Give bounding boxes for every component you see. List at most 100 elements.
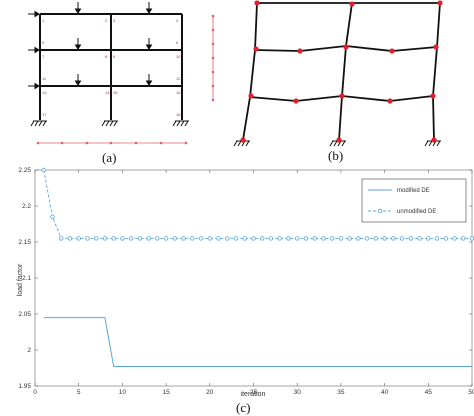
- hinge-number: 14: [105, 90, 110, 95]
- plastic-hinge: [431, 137, 437, 143]
- data-point-unmodified-de: [198, 236, 204, 241]
- plastic-hinge: [430, 93, 436, 99]
- x-tick-label: 40: [381, 389, 389, 396]
- plastic-hinge: [387, 98, 393, 104]
- panel-a-hinge-numbers: 1 2 3 4 5 6 7 8 9 10 11 12 13 14 15 16 1…: [42, 18, 181, 117]
- data-point-unmodified-de: [225, 236, 230, 241]
- x-tick-label: 35: [337, 389, 345, 396]
- caption-a: (a): [102, 150, 116, 165]
- data-point-unmodified-de: [329, 236, 335, 241]
- data-point-unmodified-de: [146, 236, 151, 241]
- data-point-unmodified-de: [461, 236, 466, 241]
- hinge-number: 3: [113, 18, 116, 23]
- y-axis-label: load factor: [17, 263, 24, 296]
- data-point-unmodified-de: [67, 236, 73, 241]
- y-tick-label: 2.15: [18, 239, 31, 246]
- panel-a-lateral-loads: [28, 10, 40, 90]
- data-point-unmodified-de: [303, 236, 309, 241]
- data-point-unmodified-de: [59, 236, 64, 241]
- hinge-number: 10: [176, 54, 181, 59]
- x-tick-label: 0: [33, 389, 37, 396]
- plastic-hinge: [248, 93, 254, 99]
- chart-c: 1.95 2 2.05 2.1 2.15 2.2 2.25 0 5 10 15 20 25 30 35 40…: [17, 167, 474, 398]
- x-tick-label: 5: [77, 389, 81, 396]
- panel-a-red-dimension-lines: [36, 14, 215, 145]
- hinge-number: 7: [42, 54, 45, 59]
- data-point-unmodified-de: [277, 236, 282, 241]
- data-point-unmodified-de: [469, 236, 474, 241]
- data-point-unmodified-de: [443, 236, 448, 241]
- data-point-unmodified-de: [76, 236, 81, 241]
- hinge-number: 2: [105, 18, 108, 23]
- plastic-hinge: [254, 0, 260, 6]
- hinge-number: 8: [105, 54, 108, 59]
- x-tick-labels: 0 5 10 15 20 25 30 35 40 45 50: [33, 389, 474, 396]
- data-point-unmodified-de: [111, 236, 116, 241]
- data-point-unmodified-de: [426, 236, 431, 241]
- hinge-number: 18: [176, 112, 181, 117]
- data-point-unmodified-de: [408, 236, 414, 241]
- plastic-hinge: [339, 93, 345, 99]
- data-point-unmodified-de: [155, 236, 160, 241]
- x-tick-label: 30: [294, 389, 302, 396]
- data-point-unmodified-de: [312, 236, 317, 241]
- hinge-number: 12: [176, 76, 181, 81]
- series-layer: [41, 167, 474, 368]
- hinge-number: 1: [42, 18, 45, 23]
- plastic-hinge: [343, 44, 349, 50]
- hinge-number: 13: [42, 90, 47, 95]
- data-point-unmodified-de: [181, 236, 186, 241]
- data-point-unmodified-de: [347, 236, 352, 241]
- data-point-unmodified-de: [233, 236, 239, 241]
- y-tick-labels: 1.95 2 2.05 2.1 2.15 2.2 2.25: [18, 167, 31, 390]
- x-tick-label: 20: [206, 389, 214, 396]
- data-point-unmodified-de: [216, 236, 221, 241]
- y-tick-label: 2.1: [22, 275, 31, 282]
- panel-b-frame: [242, 2, 441, 141]
- data-point-unmodified-de: [172, 236, 178, 241]
- hinge-number: 15: [113, 90, 118, 95]
- panel-b-plastic-hinges: [240, 0, 443, 143]
- data-point-unmodified-de: [50, 214, 55, 219]
- plastic-hinge: [389, 48, 395, 54]
- legend-label-modified: modified DE: [397, 188, 430, 194]
- y-tick-label: 2.25: [18, 167, 31, 174]
- legend: modified DE unmodified DE: [361, 178, 467, 223]
- data-point-unmodified-de: [382, 236, 387, 241]
- y-tick-label: 2.2: [22, 203, 31, 210]
- data-point-unmodified-de: [251, 236, 256, 241]
- plastic-hinge: [433, 44, 439, 50]
- hinge-number: 4: [176, 18, 179, 23]
- data-point-unmodified-de: [399, 236, 405, 241]
- hinge-number: 9: [113, 54, 116, 59]
- data-point-unmodified-de: [242, 236, 247, 241]
- hinge-number: 17: [42, 112, 47, 117]
- legend-marker-unmodified: [377, 208, 383, 214]
- data-point-unmodified-de: [373, 236, 379, 241]
- data-point-unmodified-de: [102, 236, 108, 241]
- data-point-unmodified-de: [268, 236, 274, 241]
- plastic-hinge: [297, 48, 303, 54]
- hinge-number: 6: [176, 40, 179, 45]
- panel-a-frame: [39, 13, 183, 120]
- series-line-modified-de: [43, 317, 472, 368]
- legend-box: [361, 178, 467, 223]
- data-point-unmodified-de: [128, 236, 134, 241]
- caption-c: (c): [236, 400, 250, 415]
- data-point-unmodified-de: [286, 236, 291, 241]
- caption-b: (b): [328, 148, 343, 163]
- legend-label-unmodified: unmodified DE: [397, 209, 436, 215]
- data-point-unmodified-de: [85, 236, 90, 241]
- data-point-unmodified-de: [207, 236, 212, 241]
- data-point-unmodified-de: [364, 236, 370, 241]
- data-point-unmodified-de: [417, 236, 422, 241]
- axis-ticks: [34, 169, 473, 387]
- data-point-unmodified-de: [321, 236, 326, 241]
- plastic-hinge: [336, 137, 342, 143]
- y-tick-label: 2.05: [18, 311, 31, 318]
- data-point-unmodified-de: [260, 236, 265, 241]
- data-point-unmodified-de: [391, 236, 396, 241]
- data-point-unmodified-de: [163, 236, 169, 241]
